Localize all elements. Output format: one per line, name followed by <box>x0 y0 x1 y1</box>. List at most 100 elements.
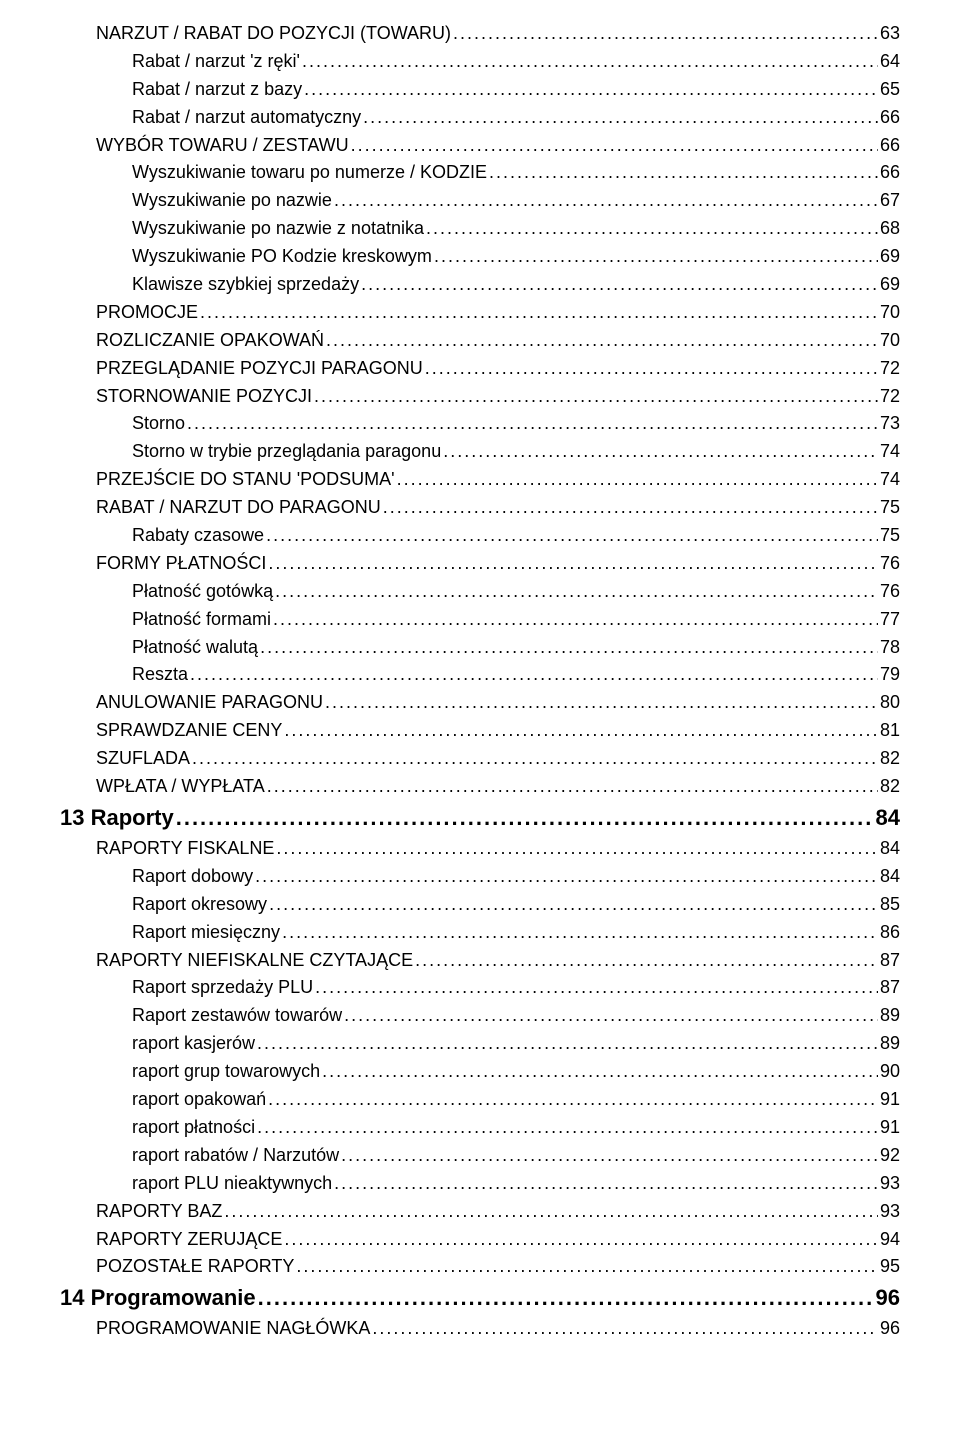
toc-entry-label: Reszta <box>132 661 188 689</box>
toc-entry: Wyszukiwanie towaru po numerze / KODZIE6… <box>132 159 900 187</box>
toc-leader-dots <box>434 243 878 271</box>
toc-entry-page: 80 <box>880 689 900 717</box>
toc-entry: Reszta79 <box>132 661 900 689</box>
toc-leader-dots <box>425 355 878 383</box>
toc-entry: Rabat / narzut z bazy65 <box>132 76 900 104</box>
toc-entry-label: Płatność walutą <box>132 634 258 662</box>
toc-leader-dots <box>322 1058 878 1086</box>
toc-entry-label: Storno w trybie przeglądania paragonu <box>132 438 441 466</box>
toc-entry-page: 67 <box>880 187 900 215</box>
toc-entry: Rabaty czasowe 75 <box>132 522 900 550</box>
toc-entry-page: 72 <box>880 355 900 383</box>
toc-leader-dots <box>415 947 878 975</box>
toc-leader-dots <box>314 383 878 411</box>
toc-entry-label: Rabaty czasowe <box>132 522 264 550</box>
toc-entry-page: 76 <box>880 578 900 606</box>
toc-leader-dots <box>489 159 878 187</box>
toc-entry: Raport miesięczny86 <box>132 919 900 947</box>
toc-entry-page: 93 <box>880 1170 900 1198</box>
toc-entry-label: raport rabatów / Narzutów <box>132 1142 339 1170</box>
toc-entry: Płatność formami 77 <box>132 606 900 634</box>
toc-entry-page: 96 <box>880 1315 900 1343</box>
toc-entry-page: 91 <box>880 1086 900 1114</box>
toc-leader-dots <box>296 1253 878 1281</box>
toc-leader-dots <box>397 466 878 494</box>
toc-leader-dots <box>257 1114 878 1142</box>
toc-entry: ANULOWANIE PARAGONU 80 <box>96 689 900 717</box>
toc-entry-label: RAPORTY ZERUJĄCE <box>96 1226 282 1254</box>
toc-entry-label: RAPORTY BAZ <box>96 1198 222 1226</box>
toc-entry-page: 74 <box>880 438 900 466</box>
toc-leader-dots <box>266 522 878 550</box>
toc-leader-dots <box>275 578 878 606</box>
toc-entry-label: Raport dobowy <box>132 863 253 891</box>
toc-leader-dots <box>284 717 878 745</box>
toc-entry-label: Wyszukiwanie towaru po numerze / KODZIE <box>132 159 487 187</box>
toc-leader-dots <box>257 1030 878 1058</box>
toc-entry-page: 77 <box>880 606 900 634</box>
toc-entry: Wyszukiwanie po nazwie67 <box>132 187 900 215</box>
toc-entry: WPŁATA / WYPŁATA82 <box>96 773 900 801</box>
toc-entry: PROMOCJE70 <box>96 299 900 327</box>
toc-leader-dots <box>192 745 878 773</box>
toc-entry-label: Raport zestawów towarów <box>132 1002 342 1030</box>
toc-entry: 13 Raporty84 <box>60 801 900 835</box>
toc-entry-label: PROGRAMOWANIE NAGŁÓWKA <box>96 1315 370 1343</box>
toc-entry-label: 13 Raporty <box>60 801 174 835</box>
toc-entry-page: 84 <box>880 835 900 863</box>
toc-entry-label: Raport miesięczny <box>132 919 280 947</box>
toc-entry: Płatność gotówką 76 <box>132 578 900 606</box>
toc-leader-dots <box>258 1281 874 1315</box>
table-of-contents: NARZUT / RABAT DO POZYCJI (TOWARU)63Raba… <box>60 20 900 1343</box>
toc-entry-page: 81 <box>880 717 900 745</box>
toc-entry-label: Storno <box>132 410 185 438</box>
toc-leader-dots <box>273 606 878 634</box>
toc-leader-dots <box>224 1198 878 1226</box>
toc-leader-dots <box>341 1142 878 1170</box>
toc-entry: WYBÓR TOWARU / ZESTAWU66 <box>96 132 900 160</box>
toc-entry-page: 69 <box>880 243 900 271</box>
toc-leader-dots <box>344 1002 878 1030</box>
toc-entry-page: 72 <box>880 383 900 411</box>
toc-entry-page: 89 <box>880 1002 900 1030</box>
toc-entry-label: Płatność formami <box>132 606 271 634</box>
toc-entry-page: 76 <box>880 550 900 578</box>
toc-entry-page: 92 <box>880 1142 900 1170</box>
toc-entry-page: 68 <box>880 215 900 243</box>
toc-entry-page: 90 <box>880 1058 900 1086</box>
toc-entry-label: Raport sprzedaży PLU <box>132 974 313 1002</box>
toc-leader-dots <box>304 76 878 104</box>
toc-leader-dots <box>255 863 878 891</box>
toc-leader-dots <box>282 919 878 947</box>
toc-entry-label: NARZUT / RABAT DO POZYCJI (TOWARU) <box>96 20 451 48</box>
toc-entry: RAPORTY BAZ93 <box>96 1198 900 1226</box>
toc-leader-dots <box>351 132 878 160</box>
toc-entry: POZOSTAŁE RAPORTY95 <box>96 1253 900 1281</box>
toc-leader-dots <box>260 634 878 662</box>
toc-entry: raport PLU nieaktywnych93 <box>132 1170 900 1198</box>
toc-leader-dots <box>190 661 878 689</box>
toc-leader-dots <box>269 891 878 919</box>
toc-leader-dots <box>315 974 878 1002</box>
toc-entry-page: 75 <box>880 522 900 550</box>
toc-entry: Raport zestawów towarów 89 <box>132 1002 900 1030</box>
toc-entry-label: FORMY PŁATNOŚCI <box>96 550 266 578</box>
toc-entry: 14 Programowanie96 <box>60 1281 900 1315</box>
toc-leader-dots <box>267 773 878 801</box>
toc-entry-page: 73 <box>880 410 900 438</box>
toc-leader-dots <box>361 271 878 299</box>
toc-entry: Klawisze szybkiej sprzedaży69 <box>132 271 900 299</box>
toc-entry: RAPORTY FISKALNE84 <box>96 835 900 863</box>
toc-entry-label: PROMOCJE <box>96 299 198 327</box>
toc-entry: Płatność walutą78 <box>132 634 900 662</box>
toc-entry-label: ANULOWANIE PARAGONU <box>96 689 323 717</box>
toc-entry-label: SPRAWDZANIE CENY <box>96 717 282 745</box>
toc-entry: raport rabatów / Narzutów 92 <box>132 1142 900 1170</box>
toc-leader-dots <box>383 494 878 522</box>
toc-entry-page: 94 <box>880 1226 900 1254</box>
toc-leader-dots <box>268 550 878 578</box>
toc-entry-page: 64 <box>880 48 900 76</box>
toc-leader-dots <box>187 410 878 438</box>
toc-entry-label: Wyszukiwanie po nazwie z notatnika <box>132 215 424 243</box>
toc-entry-label: Płatność gotówką <box>132 578 273 606</box>
